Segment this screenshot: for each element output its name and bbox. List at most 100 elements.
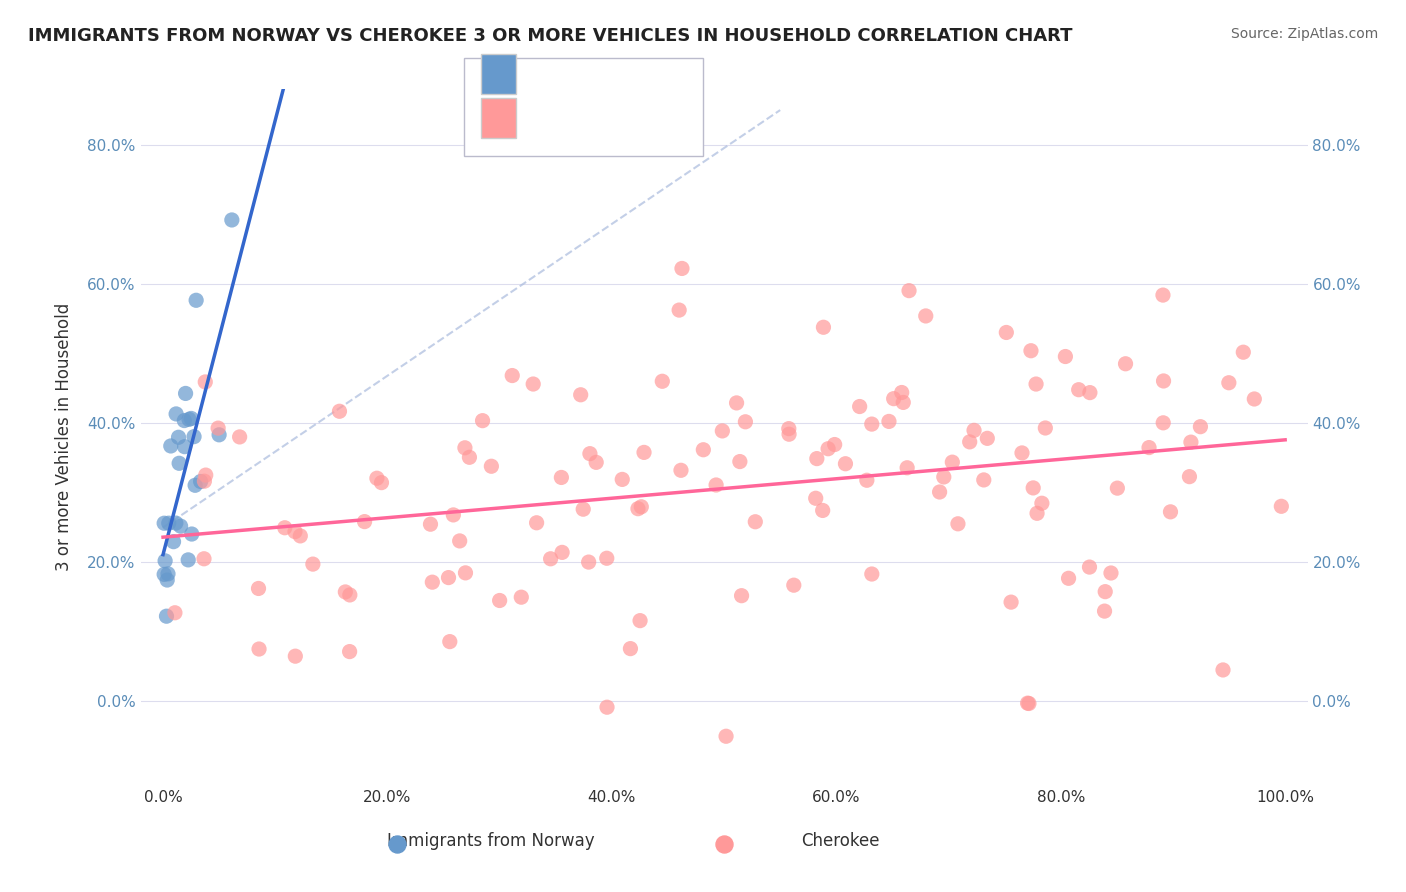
Point: [1243, 392, 1265, 406]
Text: 129: 129: [659, 110, 693, 128]
Point: [167, 456, 190, 470]
Point: [669, 463, 692, 477]
Text: 0.230: 0.230: [569, 110, 620, 128]
Point: [744, 515, 766, 529]
Text: Source: ZipAtlas.com: Source: ZipAtlas.com: [1230, 27, 1378, 41]
Point: [713, 754, 735, 768]
Point: [488, 593, 510, 607]
Point: [1218, 376, 1240, 390]
Point: [328, 404, 350, 418]
Point: [174, 386, 197, 401]
Point: [1232, 345, 1254, 359]
Point: [399, 754, 422, 768]
Point: [186, 293, 208, 308]
Point: [153, 567, 176, 582]
Point: [1026, 506, 1049, 520]
Point: [1018, 697, 1040, 711]
Point: [157, 516, 180, 531]
Point: [247, 642, 270, 657]
Point: [804, 491, 827, 506]
Point: [1011, 446, 1033, 460]
Point: [995, 326, 1018, 340]
Point: [1067, 383, 1090, 397]
Point: [711, 424, 734, 438]
Point: [824, 437, 846, 451]
Point: [1019, 343, 1042, 358]
Point: [339, 588, 361, 602]
Point: [1137, 441, 1160, 455]
Point: [579, 447, 602, 461]
Point: [1031, 496, 1053, 510]
Point: [479, 459, 502, 474]
Point: [896, 460, 918, 475]
Text: N =: N =: [614, 65, 666, 83]
Point: [1212, 663, 1234, 677]
Point: [959, 434, 981, 449]
Point: [834, 457, 856, 471]
Point: [633, 445, 655, 459]
Point: [208, 427, 231, 442]
Point: [471, 414, 494, 428]
Point: [704, 478, 727, 492]
Point: [156, 573, 179, 587]
Point: [628, 614, 651, 628]
Point: [817, 442, 839, 456]
Point: [914, 309, 936, 323]
Point: [860, 417, 883, 431]
Point: [551, 545, 574, 559]
Point: [692, 442, 714, 457]
Point: [1017, 696, 1039, 710]
Point: [193, 551, 215, 566]
Point: [569, 388, 592, 402]
Point: [848, 400, 870, 414]
Point: [877, 414, 900, 428]
Point: [728, 454, 751, 468]
Point: [1094, 604, 1116, 618]
Point: [177, 553, 200, 567]
Point: [193, 474, 215, 488]
Point: [1057, 571, 1080, 585]
Point: [813, 320, 835, 334]
Point: [194, 375, 217, 389]
Point: [159, 439, 181, 453]
Point: [526, 516, 548, 530]
Point: [165, 516, 187, 530]
Y-axis label: 3 or more Vehicles in Household: 3 or more Vehicles in Household: [55, 303, 73, 571]
Point: [180, 527, 202, 541]
Point: [550, 470, 572, 484]
Point: [153, 554, 176, 568]
Point: [194, 468, 217, 483]
Text: R =: R =: [526, 65, 565, 83]
Point: [1152, 416, 1174, 430]
Point: [778, 422, 800, 436]
Point: [454, 566, 477, 580]
Point: [366, 471, 388, 485]
Point: [458, 450, 481, 465]
Point: [941, 455, 963, 469]
Point: [302, 557, 325, 571]
Point: [173, 413, 195, 427]
Point: [585, 455, 607, 469]
Point: [1159, 505, 1181, 519]
Point: [932, 470, 955, 484]
Point: [173, 440, 195, 454]
Point: [572, 502, 595, 516]
Point: [1180, 435, 1202, 450]
Point: [1189, 419, 1212, 434]
Point: [976, 431, 998, 445]
Point: [811, 503, 834, 517]
Point: [612, 472, 634, 486]
Point: [890, 385, 912, 400]
Point: [180, 411, 202, 425]
Point: [284, 524, 307, 539]
Point: [510, 590, 533, 604]
Point: [714, 729, 737, 743]
Point: [596, 700, 619, 714]
Point: [522, 377, 544, 392]
Point: [860, 567, 883, 582]
Point: [963, 423, 986, 437]
Point: [627, 501, 650, 516]
Point: [207, 421, 229, 435]
Point: [169, 519, 191, 533]
Point: [540, 551, 562, 566]
